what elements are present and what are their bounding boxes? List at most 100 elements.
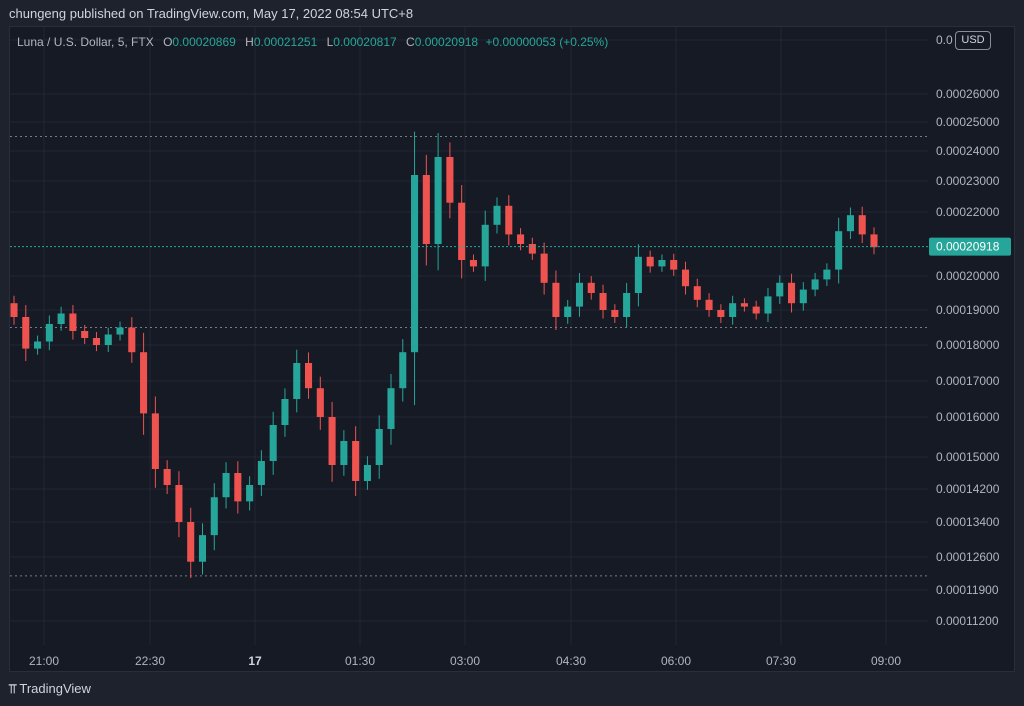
y-tick-label-6: 0.00020000 (936, 269, 1000, 283)
candle-body-36 (434, 157, 442, 244)
candle-body-40 (481, 224, 489, 267)
candle-body-29 (352, 441, 360, 481)
last-price-label: 0.00020918 (936, 240, 1000, 254)
y-tick-label-14: 0.00012600 (936, 550, 1000, 564)
y-tick-label-3: 0.00024000 (936, 144, 1000, 158)
y-tick-label-0: 0.0 (936, 33, 953, 47)
candle-body-44 (528, 244, 536, 254)
candle-body-42 (505, 205, 513, 235)
candle-body-69 (823, 269, 831, 280)
tradingview-logo-icon: ⫪ (9, 681, 16, 696)
x-tick-label-5: 04:30 (556, 654, 586, 668)
y-tick-label-8: 0.00018000 (936, 338, 1000, 352)
currency-button[interactable]: USD (955, 31, 991, 50)
candle-body-20 (246, 485, 254, 502)
close-value: 0.00020918 (414, 35, 479, 49)
candle-body-57 (681, 269, 690, 287)
candle-body-2 (34, 341, 42, 349)
candle-body-0 (10, 303, 18, 317)
x-tick-label-6: 06:00 (661, 654, 691, 668)
candle-body-10 (128, 327, 136, 353)
candle-body-35 (422, 175, 430, 244)
y-tick-label-16: 0.00011200 (936, 614, 999, 628)
last-price-marker: 0.00020918 (10, 237, 1011, 256)
x-tick-label-1: 22:30 (135, 654, 165, 668)
candle-body-47 (564, 306, 572, 317)
candle-body-5 (69, 313, 77, 331)
candle-body-11 (140, 352, 148, 414)
x-tick-label-7: 07:30 (766, 654, 796, 668)
candle-body-38 (458, 202, 466, 260)
chart-frame[interactable] (9, 26, 1015, 672)
candle-body-53 (634, 256, 642, 293)
candle-body-34 (411, 175, 419, 353)
candle-body-60 (717, 310, 725, 317)
y-tick-label-10: 0.00016000 (936, 410, 1000, 424)
candle-body-17 (210, 497, 218, 536)
candle-body-28 (340, 441, 348, 465)
horizontal-levels (10, 136, 928, 577)
candle-body-45 (540, 253, 548, 283)
candle-body-62 (740, 303, 748, 307)
y-tick-label-7: 0.00019000 (936, 303, 1000, 317)
candle-body-63 (752, 306, 760, 314)
candle-body-39 (469, 260, 477, 267)
candle-body-49 (587, 282, 595, 293)
candle-body-27 (328, 417, 336, 465)
y-tick-label-9: 0.00017000 (936, 374, 1000, 388)
x-tick-label-0: 21:00 (29, 654, 59, 668)
candle-body-58 (693, 286, 701, 300)
open-value: 0.00020869 (172, 35, 236, 49)
y-tick-label-1: 0.00026000 (936, 87, 1000, 101)
candle-body-19 (234, 473, 242, 502)
y-tick-label-11: 0.00015000 (936, 450, 1000, 464)
candle-body-67 (799, 289, 807, 304)
candle-body-64 (764, 296, 772, 314)
low-value: 0.00020817 (333, 35, 397, 49)
candle-body-33 (399, 352, 407, 389)
candle-body-16 (198, 535, 207, 562)
close-label: C (406, 35, 415, 49)
candle-body-25 (304, 363, 313, 389)
tradingview-watermark: ⫪ TradingView (9, 681, 91, 697)
candle-body-1 (22, 317, 30, 349)
candle-body-30 (363, 465, 371, 481)
candle-body-14 (175, 485, 183, 522)
x-tick-label-3: 01:30 (345, 654, 375, 668)
high-value: 0.00021251 (253, 35, 318, 49)
candle-body-70 (835, 231, 843, 270)
candle-body-56 (670, 260, 678, 270)
candle-body-32 (387, 388, 395, 429)
low-label: L (326, 35, 334, 49)
x-tick-label-4: 03:00 (450, 654, 480, 668)
candle-body-73 (870, 234, 878, 248)
candle-body-37 (446, 157, 454, 203)
change-value: +0.00000053 (+0.25%) (485, 35, 609, 49)
candle-body-6 (81, 331, 89, 338)
y-tick-label-5: 0.00022000 (936, 205, 1000, 219)
y-tick-label-2: 0.00025000 (936, 115, 1000, 129)
candle-body-51 (611, 310, 619, 317)
y-tick-label-13: 0.00013400 (936, 515, 1000, 529)
publish-info: chungeng published on TradingView.com, M… (9, 6, 414, 21)
y-tick-label-4: 0.00023000 (936, 174, 1000, 188)
candle-body-23 (281, 399, 289, 425)
price-axis: 0.0 0.00026000 0.00025000 0.00024000 0.00023… (936, 33, 1000, 628)
candle-body-26 (316, 388, 324, 417)
candle-body-48 (575, 282, 584, 307)
candle-body-52 (623, 293, 631, 317)
open-label: O (163, 35, 173, 49)
candle-body-8 (104, 334, 112, 345)
candle-body-54 (646, 256, 654, 267)
candle-body-12 (151, 413, 159, 469)
candle-body-13 (163, 469, 171, 485)
high-label: H (245, 35, 254, 49)
candle-body-59 (705, 299, 713, 310)
candle-body-3 (45, 324, 53, 342)
x-tick-label-2: 17 (248, 654, 262, 668)
y-tick-label-12: 0.00014200 (936, 482, 1000, 496)
symbol-label: Luna / U.S. Dollar, 5, FTX (17, 35, 154, 49)
chart-grid (10, 27, 928, 645)
y-tick-label-15: 0.00011900 (936, 583, 999, 597)
